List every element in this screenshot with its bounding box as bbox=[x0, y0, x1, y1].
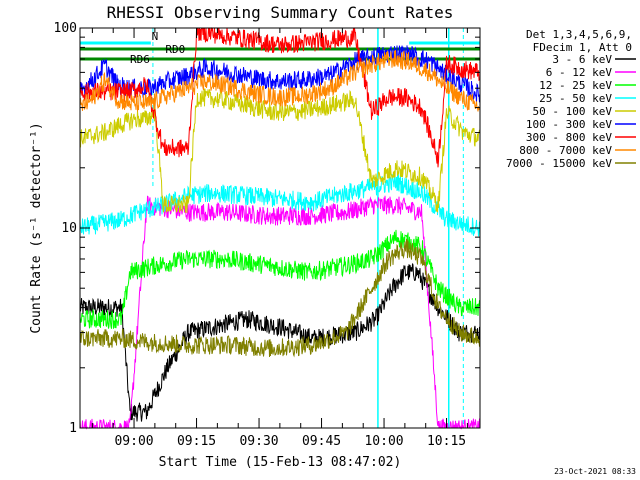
series-line bbox=[79, 174, 480, 237]
legend-entry-label: 3 - 6 keV bbox=[552, 53, 612, 66]
x-axis: 09:00 09:15 09:30 09:45 10:00 10:15 bbox=[91, 28, 468, 449]
x-axis-label: Start Time (15-Feb-13 08:47:02) bbox=[159, 455, 402, 470]
legend-entry-label: 25 - 50 keV bbox=[539, 92, 612, 105]
legend-header: Det 1,3,4,5,6,9, bbox=[526, 28, 632, 41]
attenuator-label: RD6 bbox=[130, 53, 150, 66]
y-tick-label: 1 bbox=[69, 421, 77, 436]
attenuator-label: N bbox=[152, 30, 159, 43]
x-tick-label: 10:15 bbox=[427, 434, 466, 449]
x-tick-label: 10:00 bbox=[364, 434, 403, 449]
y-axis: 1 10 100 bbox=[54, 21, 480, 436]
series-layer bbox=[79, 26, 480, 430]
datestamp: 23-Oct-2021 08:33 bbox=[554, 467, 636, 476]
series-line bbox=[79, 26, 480, 168]
legend-entry-label: 50 - 100 keV bbox=[533, 105, 613, 118]
series-line bbox=[79, 88, 480, 214]
legend-header: FDecim 1, Att 0 bbox=[533, 41, 632, 54]
x-tick-label: 09:30 bbox=[239, 434, 278, 449]
attenuator-label: RD0 bbox=[165, 43, 185, 56]
legend-entry-label: 300 - 800 keV bbox=[526, 131, 612, 144]
x-tick-label: 09:45 bbox=[302, 434, 341, 449]
y-tick-label: 10 bbox=[61, 221, 77, 236]
series-line bbox=[79, 238, 480, 358]
x-tick-label: 09:00 bbox=[114, 434, 153, 449]
series-line bbox=[79, 195, 480, 430]
x-tick-label: 09:15 bbox=[177, 434, 216, 449]
y-tick-label: 100 bbox=[54, 21, 77, 36]
legend-entry-label: 12 - 25 keV bbox=[539, 79, 612, 92]
legend-entry-label: 6 - 12 keV bbox=[546, 66, 613, 79]
legend: Det 1,3,4,5,6,9,FDecim 1, Att 03 - 6 keV… bbox=[506, 28, 636, 170]
series-line bbox=[79, 50, 480, 112]
series-line bbox=[79, 229, 480, 329]
series-line bbox=[79, 263, 480, 422]
chart-title: RHESSI Observing Summary Count Rates bbox=[107, 3, 454, 22]
legend-entry-label: 100 - 300 keV bbox=[526, 118, 612, 131]
y-axis-label: Count Rate (s⁻¹ detector⁻¹) bbox=[29, 122, 44, 333]
legend-entry-label: 7000 - 15000 keV bbox=[506, 157, 612, 170]
legend-entry-label: 800 - 7000 keV bbox=[519, 144, 612, 157]
